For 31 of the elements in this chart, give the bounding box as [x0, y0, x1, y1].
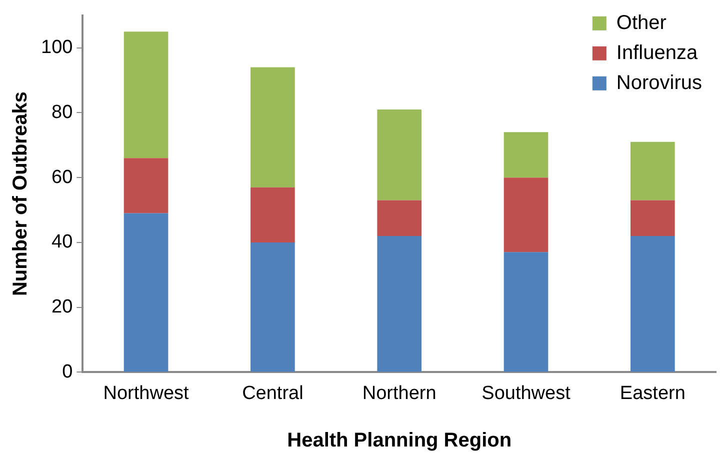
bar	[124, 213, 168, 372]
y-tick-label: 60	[52, 166, 73, 188]
x-tick-label: Southwest	[482, 382, 572, 404]
y-tick-label: 20	[52, 296, 73, 318]
bar	[630, 200, 675, 236]
x-tick-label: Northwest	[103, 382, 190, 404]
x-tick-label: Eastern	[620, 382, 686, 404]
y-tick-label: 80	[52, 102, 73, 123]
legend-label: Other	[616, 12, 667, 34]
bar	[377, 236, 422, 372]
bar	[250, 242, 295, 372]
bar	[630, 236, 675, 372]
y-tick-label: 100	[41, 37, 73, 58]
bar	[250, 67, 295, 188]
bar	[377, 200, 422, 236]
legend-label: Influenza	[616, 42, 698, 64]
bar	[504, 178, 548, 252]
x-tick-label: Northern	[362, 382, 436, 404]
y-tick-label: 40	[52, 232, 73, 253]
bar	[250, 187, 295, 242]
bar	[124, 32, 168, 158]
x-axis-title: Health Planning Region	[287, 430, 512, 452]
x-tick-label: Central	[242, 382, 304, 404]
bar	[504, 252, 548, 372]
y-tick-label: 0	[62, 361, 73, 382]
bar	[630, 142, 675, 200]
y-axis-title: Number of Outbreaks	[10, 92, 32, 296]
legend-label: Norovirus	[616, 72, 702, 94]
bar	[377, 109, 422, 200]
bar	[124, 158, 168, 214]
bar	[504, 132, 548, 178]
